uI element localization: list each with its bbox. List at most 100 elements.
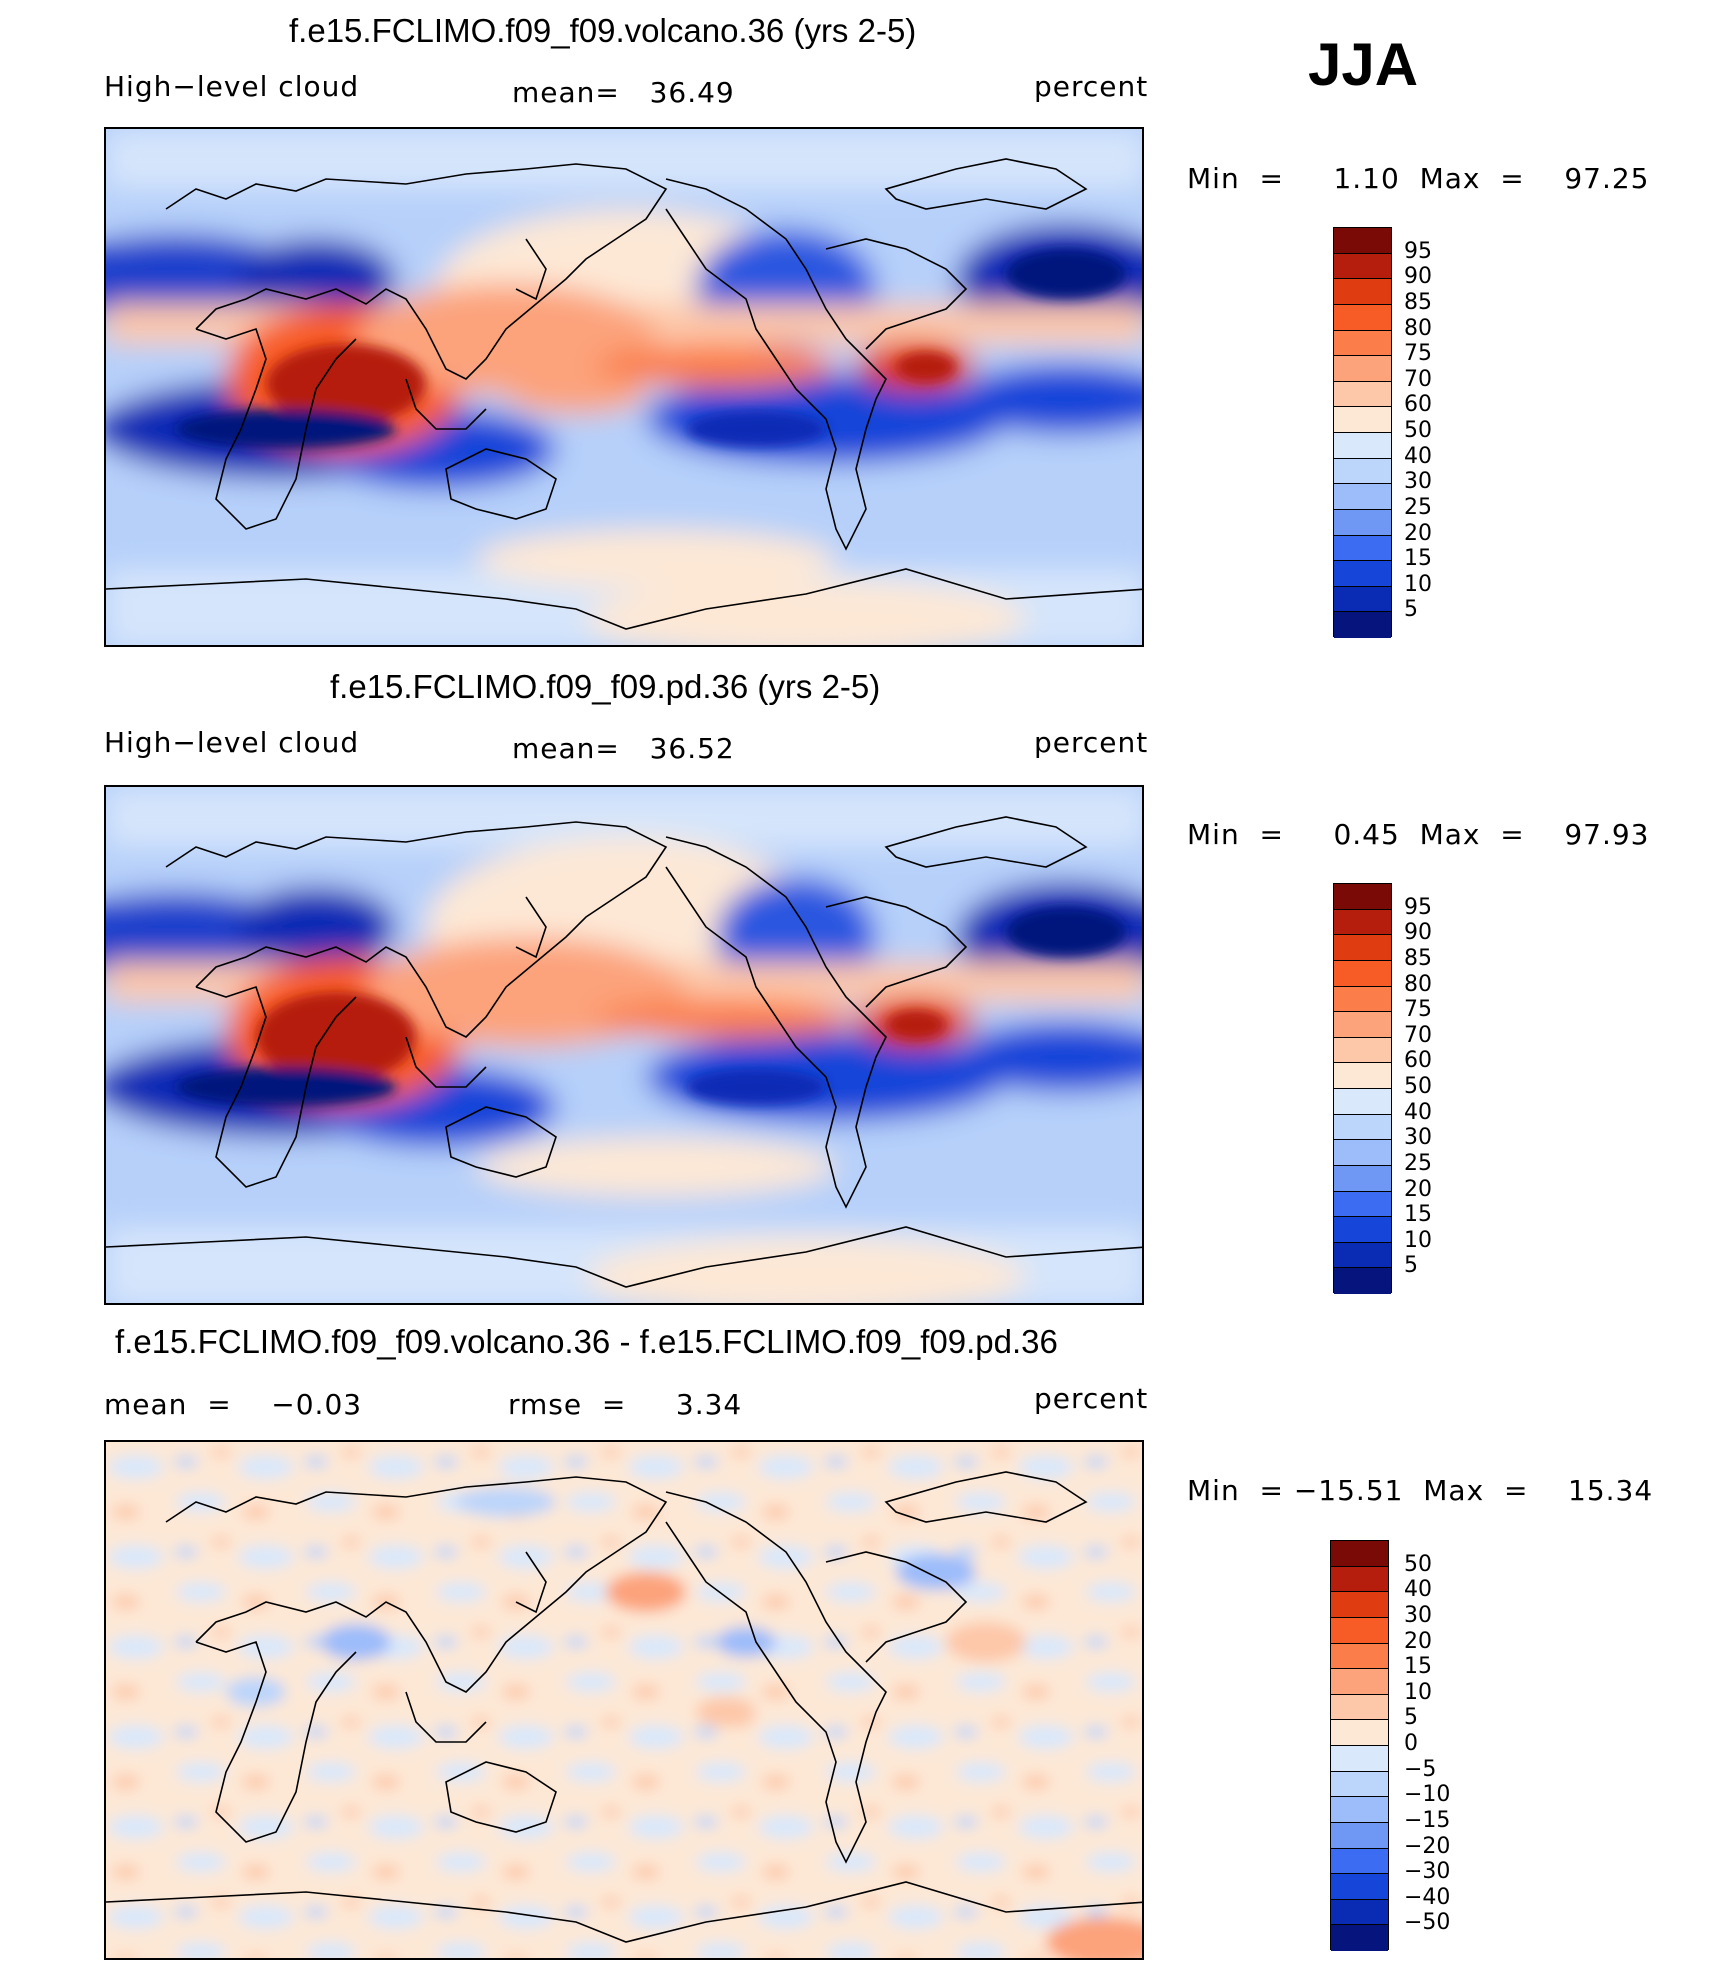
panel2-colorbar-tick-label: 50 bbox=[1404, 1074, 1432, 1099]
panel2-variable-label: High−level cloud bbox=[104, 726, 360, 759]
panel3-colorbar-tick-label: 30 bbox=[1404, 1602, 1432, 1628]
panel1-colorbar-swatch bbox=[1334, 253, 1391, 280]
panel3-colorbar-swatch bbox=[1331, 1694, 1388, 1721]
panel1-coastlines bbox=[106, 158, 1142, 630]
panel2-colorbar-tick-label: 80 bbox=[1404, 971, 1432, 997]
panel1-variable-label: High−level cloud bbox=[104, 70, 360, 103]
panel2-title: f.e15.FCLIMO.f09_f09.pd.36 (yrs 2-5) bbox=[330, 668, 881, 705]
panel3-colorbar-tick-label: 0 bbox=[1404, 1731, 1418, 1756]
panel3-colorbar-tick-label: −50 bbox=[1404, 1910, 1451, 1936]
panel1-colorbar-tick-label: 60 bbox=[1404, 392, 1432, 418]
panel1-colorbar-tick-label: 75 bbox=[1404, 341, 1432, 367]
panel1-colorbar-swatch bbox=[1334, 561, 1391, 587]
panel3-colorbar-swatch bbox=[1331, 1771, 1388, 1798]
panel1-colorbar-tick-label: 5 bbox=[1404, 597, 1418, 623]
panel2-colorbar-swatch bbox=[1334, 1140, 1391, 1166]
panel3-colorbar-tick-label: −20 bbox=[1404, 1833, 1451, 1859]
panel3-colorbar-swatch bbox=[1331, 1592, 1388, 1618]
panel2-colorbar-tick-label: 60 bbox=[1404, 1048, 1432, 1074]
panel3-colorbar-tick-label: 10 bbox=[1404, 1679, 1432, 1705]
panel3-colorbar-swatch bbox=[1331, 1925, 1388, 1951]
panel1-contour-field bbox=[106, 129, 1142, 645]
panel2-colorbar-swatch bbox=[1334, 935, 1391, 961]
panel3-colorbar-swatch bbox=[1331, 1874, 1388, 1900]
panel1-colorbar-swatch bbox=[1334, 433, 1391, 459]
panel1-minmax: Min = 1.10 Max = 97.25 bbox=[1187, 162, 1650, 195]
panel3-colorbar-tick-label: −40 bbox=[1404, 1884, 1451, 1910]
panel2-colorbar-tick-label: 90 bbox=[1404, 920, 1432, 946]
panel1-units-label: percent bbox=[1034, 70, 1149, 103]
panel2-colorbar-swatch bbox=[1334, 1063, 1391, 1089]
panel2-colorbar-tick-label: 95 bbox=[1404, 894, 1432, 920]
panel3-colorbar bbox=[1330, 1540, 1389, 1951]
panel3-title: f.e15.FCLIMO.f09_f09.volcano.36 - f.e15.… bbox=[115, 1323, 1058, 1360]
panel3-colorbar-tick-label: 50 bbox=[1404, 1551, 1432, 1577]
panel3-rmse-label: rmse = 3.34 bbox=[508, 1388, 743, 1421]
panel1-colorbar-swatch bbox=[1334, 612, 1391, 638]
panel2-contour-field bbox=[106, 787, 1142, 1303]
panel2-coastlines bbox=[106, 816, 1142, 1288]
panel2-colorbar-tick-label: 15 bbox=[1404, 1202, 1432, 1228]
panel2-colorbar-swatch bbox=[1334, 1114, 1391, 1141]
panel2-mean-label: mean= 36.52 bbox=[512, 732, 735, 765]
panel2-colorbar-swatch bbox=[1334, 1268, 1391, 1294]
panel2-colorbar-tick-label: 20 bbox=[1404, 1176, 1432, 1202]
panel1-colorbar-swatch bbox=[1334, 484, 1391, 510]
panel2-colorbar-tick-label: 5 bbox=[1404, 1253, 1418, 1279]
panel3-coastlines bbox=[106, 1471, 1142, 1943]
panel1-colorbar-tick-label: 40 bbox=[1404, 443, 1432, 469]
panel1-colorbar-swatch bbox=[1334, 509, 1391, 536]
panel2-colorbar bbox=[1333, 883, 1392, 1294]
panel1-colorbar-swatch bbox=[1334, 330, 1391, 357]
panel3-mean-label: mean = −0.03 bbox=[104, 1388, 363, 1421]
panel3-colorbar-swatch bbox=[1331, 1746, 1388, 1772]
panel2-colorbar-swatch bbox=[1334, 884, 1391, 910]
panel2-colorbar-swatch bbox=[1334, 1037, 1391, 1064]
panel3-contour-field bbox=[106, 1442, 1142, 1958]
panel1-colorbar-swatch bbox=[1334, 356, 1391, 382]
panel2-colorbar-swatch bbox=[1334, 1165, 1391, 1192]
panel3-colorbar-swatch bbox=[1331, 1848, 1388, 1875]
panel2-colorbar-swatch bbox=[1334, 1012, 1391, 1038]
panel2-colorbar-swatch bbox=[1334, 1242, 1391, 1269]
panel3-colorbar-swatch bbox=[1331, 1720, 1388, 1746]
panel3-colorbar-swatch bbox=[1331, 1899, 1388, 1926]
panel2-colorbar-swatch bbox=[1334, 960, 1391, 987]
panel1-colorbar-swatch bbox=[1334, 381, 1391, 408]
panel3-colorbar-swatch bbox=[1331, 1797, 1388, 1823]
panel1-colorbar-swatch bbox=[1334, 586, 1391, 613]
panel1-colorbar-tick-label: 15 bbox=[1404, 546, 1432, 572]
panel3-colorbar-swatch bbox=[1331, 1669, 1388, 1695]
panel2-colorbar-swatch bbox=[1334, 909, 1391, 936]
panel2-colorbar-tick-label: 75 bbox=[1404, 997, 1432, 1023]
panel3-colorbar-swatch bbox=[1331, 1541, 1388, 1567]
panel3-colorbar-tick-label: 5 bbox=[1404, 1705, 1418, 1731]
panel1-colorbar-swatch bbox=[1334, 407, 1391, 433]
panel1-colorbar bbox=[1333, 227, 1392, 638]
panel2-minmax: Min = 0.45 Max = 97.93 bbox=[1187, 818, 1650, 851]
panel1-colorbar-tick-label: 25 bbox=[1404, 494, 1432, 520]
panel1-map bbox=[104, 127, 1144, 647]
panel3-colorbar-tick-label: −10 bbox=[1404, 1782, 1451, 1808]
panel2-map bbox=[104, 785, 1144, 1305]
panel3-map bbox=[104, 1440, 1144, 1960]
season-label: JJA bbox=[1308, 31, 1419, 98]
panel2-colorbar-swatch bbox=[1334, 1217, 1391, 1243]
panel3-colorbar-tick-label: 15 bbox=[1404, 1654, 1432, 1680]
panel2-colorbar-tick-label: 30 bbox=[1404, 1125, 1432, 1151]
panel2-colorbar-swatch bbox=[1334, 1191, 1391, 1218]
panel1-mean-label: mean= 36.49 bbox=[512, 76, 735, 109]
panel1-colorbar-tick-label: 80 bbox=[1404, 315, 1432, 341]
panel3-colorbar-tick-label: −5 bbox=[1404, 1756, 1437, 1782]
panel2-colorbar-tick-label: 70 bbox=[1404, 1022, 1432, 1048]
panel3-colorbar-tick-label: 20 bbox=[1404, 1628, 1432, 1654]
panel1-title: f.e15.FCLIMO.f09_f09.volcano.36 (yrs 2-5… bbox=[289, 12, 917, 49]
panel1-colorbar-swatch bbox=[1334, 458, 1391, 485]
panel1-colorbar-tick-label: 95 bbox=[1404, 238, 1432, 264]
panel2-colorbar-tick-label: 25 bbox=[1404, 1150, 1432, 1176]
panel3-minmax: Min = −15.51 Max = 15.34 bbox=[1187, 1474, 1654, 1507]
panel1-colorbar-swatch bbox=[1334, 304, 1391, 331]
panel1-colorbar-tick-label: 90 bbox=[1404, 264, 1432, 290]
panel1-colorbar-tick-label: 70 bbox=[1404, 366, 1432, 392]
panel2-colorbar-tick-label: 10 bbox=[1404, 1227, 1432, 1253]
